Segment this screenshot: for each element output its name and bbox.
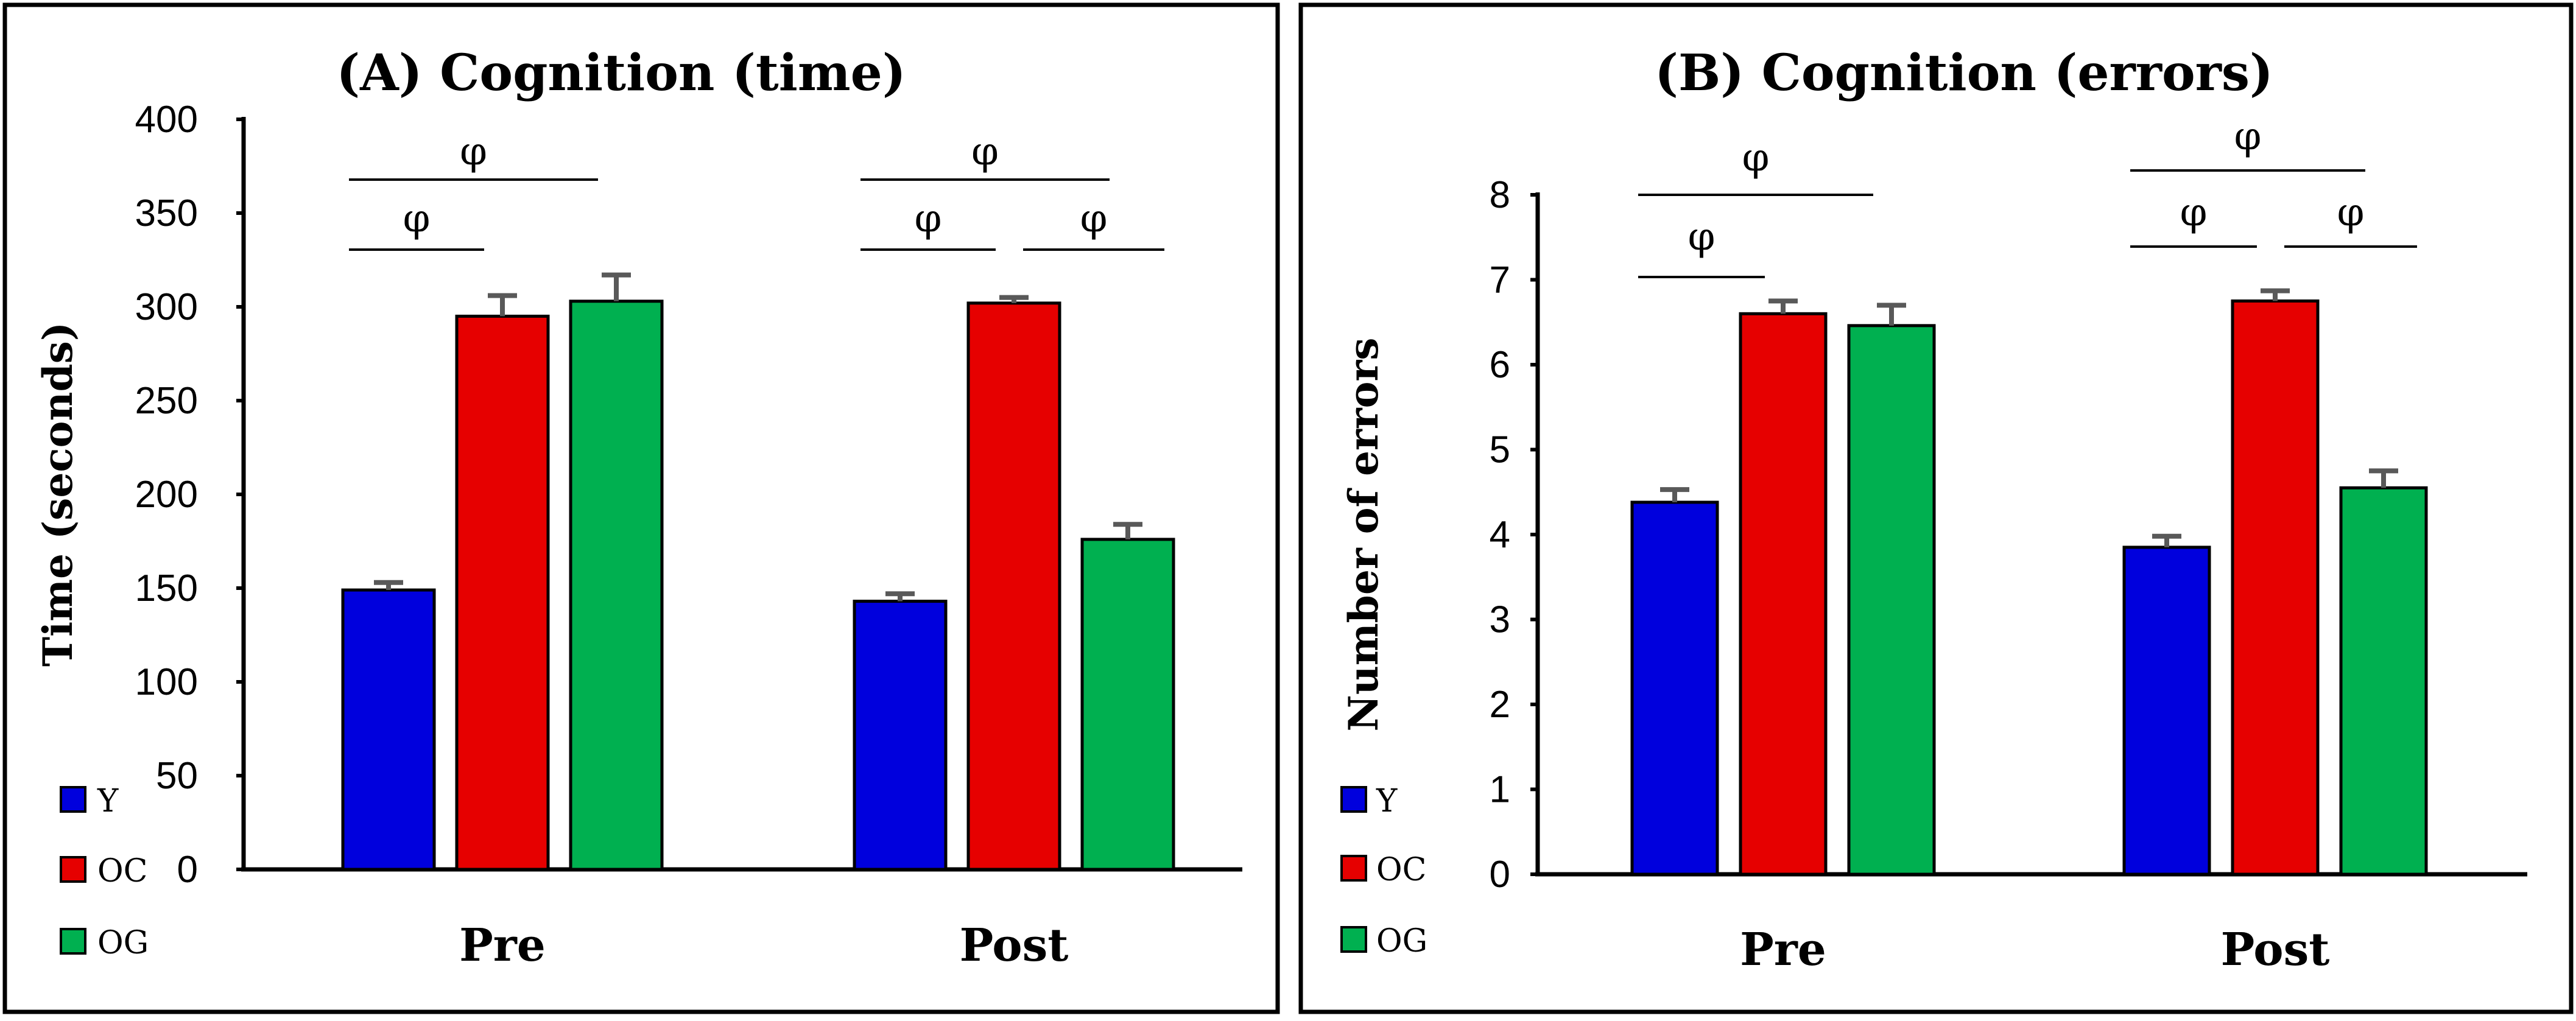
- y-tick-label: 50: [156, 755, 198, 797]
- legend-swatch-oc: [60, 856, 86, 883]
- bar-og-post: [1080, 538, 1175, 871]
- legend-label-oc: OC: [1376, 852, 1426, 888]
- y-tick-label: 7: [1490, 259, 1510, 301]
- panel-a: (A) Cognition (time) Time (seconds) 0 50 100…: [2, 2, 1280, 1014]
- y-tick-label: 250: [135, 380, 198, 422]
- y-tick-label: 0: [177, 849, 198, 891]
- legend-swatch-y: [1340, 786, 1367, 813]
- y-tick-label: 150: [135, 567, 198, 609]
- y-axis-label: Number of errors: [1340, 338, 1387, 732]
- y-tick-label: 6: [1490, 344, 1510, 386]
- bar-y-post: [2122, 546, 2211, 876]
- significance-marker: φ: [2337, 190, 2365, 235]
- legend-swatch-oc: [1340, 855, 1367, 882]
- bar-oc-post: [966, 301, 1061, 871]
- significance-marker: φ: [915, 196, 942, 241]
- significance-marker: φ: [2180, 190, 2208, 235]
- y-tick-label: 1: [1490, 769, 1510, 811]
- y-tick-label: 3: [1490, 599, 1510, 641]
- x-category-label: Pre: [459, 919, 546, 972]
- x-category-label: Post: [2221, 924, 2330, 976]
- significance-marker: φ: [1688, 214, 1716, 259]
- bar-og-post: [2339, 486, 2428, 876]
- x-category-label: Pre: [1740, 924, 1826, 976]
- bar-y-pre: [1630, 500, 1719, 876]
- chart-title: (B) Cognition (errors): [1655, 44, 2273, 102]
- legend-label-og: OG: [1376, 923, 1427, 960]
- bar-oc-post: [2231, 299, 2320, 876]
- y-tick-label: 200: [135, 474, 198, 516]
- bar-og-pre: [1847, 324, 1936, 876]
- y-tick-label: 4: [1490, 514, 1510, 556]
- legend-label-y: Y: [97, 783, 119, 819]
- legend-swatch-og: [60, 928, 86, 955]
- significance-marker: φ: [1742, 135, 1770, 180]
- y-tick-label: 350: [135, 192, 198, 234]
- y-tick-label: 400: [135, 99, 198, 141]
- legend-label-oc: OC: [97, 853, 147, 889]
- bar-y-pre: [341, 588, 436, 871]
- significance-marker: φ: [460, 129, 487, 174]
- y-tick-label: 300: [135, 286, 198, 328]
- legend-label-y: Y: [1376, 783, 1398, 819]
- y-tick-label: 0: [1490, 854, 1510, 896]
- bar-oc-pre: [1739, 312, 1828, 876]
- significance-marker: φ: [1080, 196, 1108, 241]
- significance-marker: φ: [403, 196, 431, 241]
- chart-title: (A) Cognition (time): [336, 44, 906, 102]
- significance-marker: φ: [971, 129, 999, 174]
- x-category-label: Post: [960, 919, 1069, 972]
- y-axis-label: Time (seconds): [34, 322, 82, 667]
- legend-swatch-y: [60, 786, 86, 813]
- legend-swatch-og: [1340, 926, 1367, 953]
- bar-y-post: [853, 600, 948, 871]
- panel-b: (B) Cognition (errors) Number of errors 0 1…: [1298, 2, 2574, 1014]
- significance-marker: φ: [2234, 114, 2262, 159]
- bar-oc-pre: [455, 314, 550, 871]
- y-tick-label: 100: [135, 661, 198, 703]
- y-tick-label: 5: [1490, 429, 1510, 471]
- bar-og-pre: [569, 300, 664, 871]
- y-tick-label: 8: [1490, 174, 1510, 216]
- y-tick-label: 2: [1490, 684, 1510, 726]
- legend-label-og: OG: [97, 925, 149, 961]
